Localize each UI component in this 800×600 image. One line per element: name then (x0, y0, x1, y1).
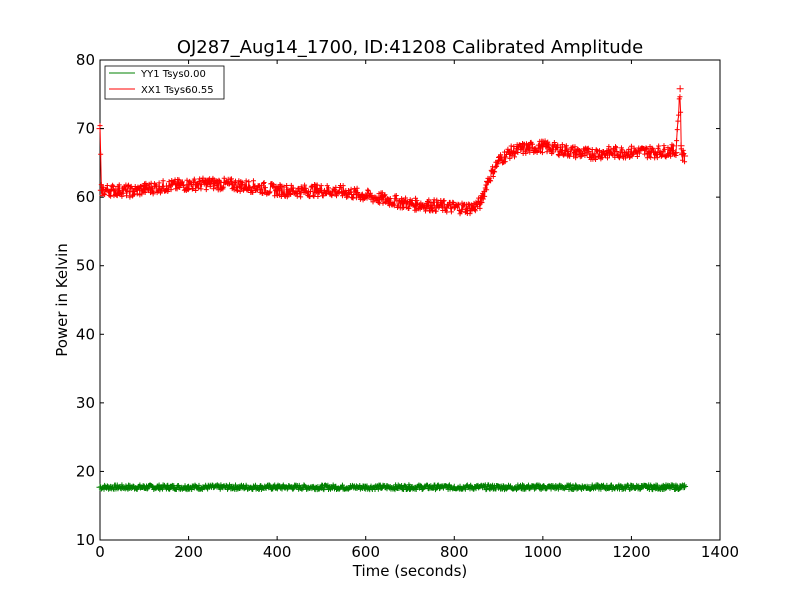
series-markers (96, 482, 689, 493)
x-tick-label: 600 (351, 543, 380, 561)
series-layer (96, 85, 689, 493)
series-yy1 (96, 482, 689, 493)
legend-label-yy1: YY1 Tsys0.00 (140, 69, 206, 80)
tick-layer: 0 200 400 600 800 1000 1200 1400 10 20 30 40 50 60 70 8… (76, 51, 739, 561)
series-xx1 (96, 85, 689, 217)
x-tick-label: 0 (95, 543, 105, 561)
x-tick-label: 800 (440, 543, 469, 561)
x-tick-label: 1000 (524, 543, 562, 561)
y-axis-label: Power in Kelvin (53, 243, 71, 357)
y-tick-label: 60 (76, 188, 95, 206)
series-markers (96, 85, 689, 217)
x-tick-label: 200 (174, 543, 203, 561)
y-tick-label: 80 (76, 51, 95, 69)
x-tick-label: 1400 (701, 543, 739, 561)
y-tick-label: 70 (76, 120, 95, 138)
legend-label-xx1: XX1 Tsys60.55 (141, 85, 214, 96)
y-tick-label: 30 (76, 394, 95, 412)
y-tick-label: 10 (76, 531, 95, 549)
x-tick-label: 1200 (612, 543, 650, 561)
chart-title: OJ287_Aug14_1700, ID:41208 Calibrated Am… (177, 37, 643, 58)
plot-frame (99, 59, 721, 541)
y-tick-label: 20 (76, 462, 95, 480)
plot-area: 0 200 400 600 800 1000 1200 1400 10 20 30 40 50 60 70 8… (76, 51, 739, 561)
legend-box (104, 65, 225, 100)
y-tick-label: 40 (76, 325, 95, 343)
x-tick-label: 400 (263, 543, 292, 561)
x-axis-label: Time (seconds) (352, 562, 468, 580)
legend: YY1 Tsys0.00 XX1 Tsys60.55 (104, 65, 225, 100)
y-tick-label: 50 (76, 257, 95, 275)
